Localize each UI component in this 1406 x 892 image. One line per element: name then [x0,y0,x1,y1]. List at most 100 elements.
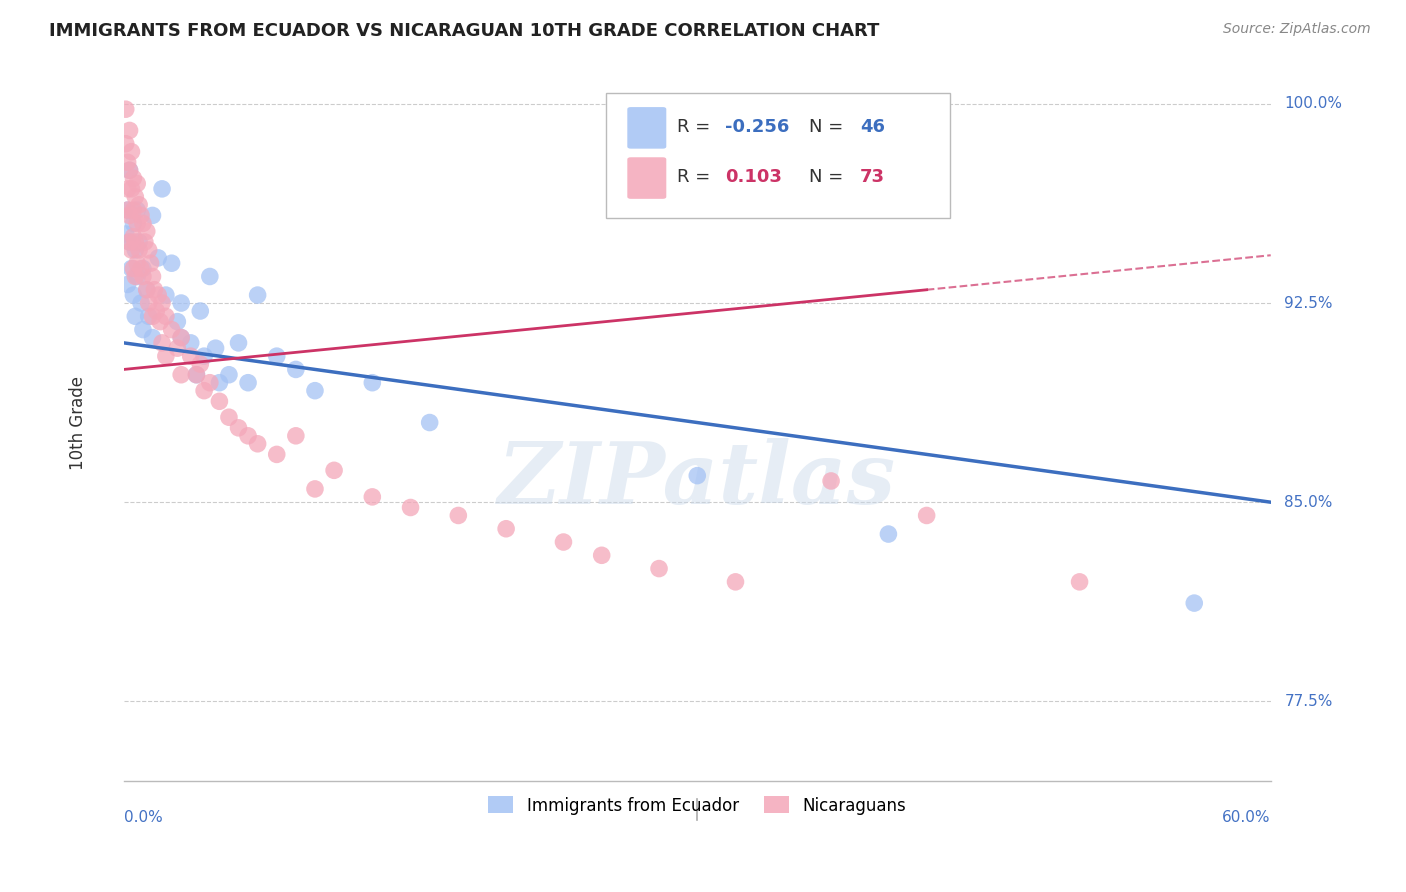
Point [150,296,173,310]
FancyBboxPatch shape [627,157,666,199]
Point [266,447,288,461]
Point [228,335,250,350]
Text: R =: R = [676,118,716,136]
Text: IMMIGRANTS FROM ECUADOR VS NICARAGUAN 10TH GRADE CORRELATION CHART: IMMIGRANTS FROM ECUADOR VS NICARAGUAN 10… [49,22,880,40]
Point [170,330,193,344]
Text: N =: N = [808,118,848,136]
Point [114,136,136,151]
Text: -0.256: -0.256 [725,118,789,136]
Point [198,376,221,390]
Point [648,561,671,575]
Point [121,243,143,257]
Point [118,235,141,249]
Point [170,296,193,310]
Point [188,304,211,318]
Point [246,288,269,302]
Point [129,261,152,276]
Point [361,490,384,504]
Point [145,304,167,318]
Point [399,500,422,515]
Point [132,261,155,276]
Point [218,368,240,382]
Point [127,203,149,218]
Point [124,190,146,204]
Point [148,251,170,265]
Point [186,368,208,382]
Point [141,330,163,344]
Point [122,171,145,186]
Point [150,335,173,350]
Point [155,349,177,363]
Point [820,474,842,488]
Point [553,535,575,549]
Text: 85.0%: 85.0% [1285,495,1333,509]
Point [124,269,146,284]
Text: 10th Grade: 10th Grade [69,376,87,469]
Point [180,349,202,363]
Point [166,341,188,355]
Point [121,261,143,276]
Point [149,315,172,329]
Text: ZIPatlas: ZIPatlas [498,438,897,522]
Text: 73: 73 [860,169,886,186]
Point [132,216,155,230]
Point [122,261,145,276]
Point [127,256,149,270]
Point [724,574,747,589]
Point [166,315,188,329]
Point [128,243,150,257]
Point [266,349,288,363]
Point [129,208,152,222]
Point [246,437,269,451]
Point [134,235,156,249]
Point [114,102,136,116]
Point [124,235,146,249]
Point [122,203,145,218]
Point [141,208,163,222]
Point [138,310,160,324]
Point [160,256,183,270]
Point [132,269,155,284]
Point [155,288,177,302]
Point [122,288,145,302]
Point [188,357,211,371]
Point [686,468,709,483]
Point [193,349,215,363]
Point [135,224,157,238]
Point [117,203,139,218]
Point [1182,596,1205,610]
Text: 60.0%: 60.0% [1222,810,1271,825]
Point [361,376,384,390]
Point [284,362,307,376]
Point [127,269,149,284]
FancyBboxPatch shape [606,93,949,219]
Point [127,216,149,230]
Point [117,182,139,196]
Point [138,243,160,257]
Point [160,323,183,337]
Point [204,341,226,355]
Text: N =: N = [808,169,848,186]
Point [1069,574,1091,589]
Point [236,429,259,443]
Point [284,429,307,443]
Text: 77.5%: 77.5% [1285,694,1333,709]
Text: 0.0%: 0.0% [124,810,163,825]
Point [121,182,143,196]
Point [193,384,215,398]
Point [228,421,250,435]
Text: R =: R = [676,169,716,186]
Text: Source: ZipAtlas.com: Source: ZipAtlas.com [1223,22,1371,37]
Point [118,235,141,249]
Point [128,198,150,212]
Point [129,296,152,310]
Point [198,269,221,284]
Point [117,155,139,169]
Point [132,323,155,337]
Point [141,310,163,324]
Point [419,416,441,430]
Point [139,256,162,270]
Point [143,283,166,297]
Point [128,235,150,249]
Point [591,549,613,563]
